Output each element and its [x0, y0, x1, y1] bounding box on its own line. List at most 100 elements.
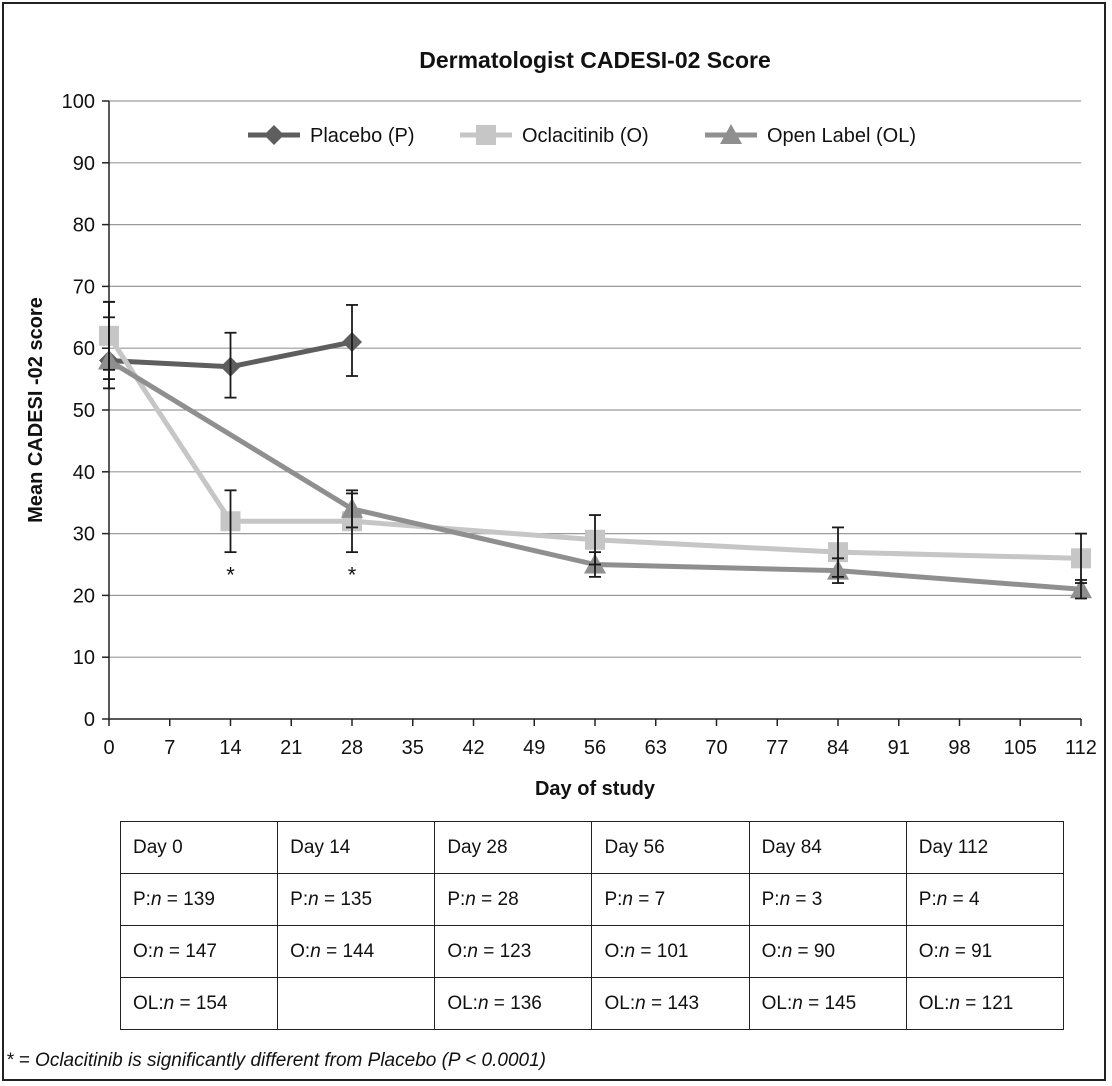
cell-count: = 145 — [802, 992, 857, 1014]
table-header-cell: Day 112 — [905, 821, 1065, 874]
cell-n-symbol: n — [465, 888, 476, 910]
cell-n-symbol: n — [624, 940, 636, 962]
sample-size-table: Day 0 Day 14 Day 28 Day 56 Day 84 Day 112 P:n … — [119, 821, 1065, 1030]
table-cell — [277, 977, 436, 1030]
cell-group-prefix: P: — [290, 888, 309, 910]
cell-n-symbol: n — [622, 888, 633, 910]
table-header-row: Day 0 Day 14 Day 28 Day 56 Day 84 Day 112 — [119, 821, 1065, 874]
significance-asterisk: * — [226, 563, 235, 588]
cell-count: = 139 — [161, 888, 215, 910]
cell-n-symbol: n — [308, 888, 319, 910]
legend-entry: Open Label (OL) — [705, 124, 916, 147]
y-tick-label: 30 — [73, 524, 95, 546]
table-cell: P:n = 28 — [434, 873, 593, 926]
cell-count: = 28 — [475, 888, 519, 910]
x-tick-label: 63 — [645, 737, 667, 759]
table-header-cell: Day 14 — [277, 821, 436, 874]
x-tick-label: 14 — [219, 737, 241, 759]
cell-count: = 135 — [318, 888, 373, 910]
cell-count: = 123 — [477, 940, 532, 962]
cell-count: = 4 — [947, 888, 980, 910]
x-tick-label: 35 — [402, 737, 424, 759]
footnote: * = Oclacitinib is significantly differe… — [6, 1050, 546, 1071]
legend-marker — [476, 125, 496, 145]
legend-label: Oclacitinib (O) — [522, 125, 649, 147]
y-tick-label: 20 — [73, 585, 95, 607]
cell-n-symbol: n — [310, 940, 321, 962]
cell-group-prefix: O: — [133, 940, 154, 962]
cell-count: = 90 — [792, 940, 836, 962]
cell-group-prefix: O: — [290, 940, 311, 962]
series-line — [106, 334, 1082, 561]
cell-count: = 143 — [645, 992, 700, 1014]
cell-group-prefix: P: — [133, 888, 151, 910]
table-header-cell: Day 28 — [434, 821, 593, 874]
legend-label: Open Label (OL) — [767, 125, 916, 147]
cell-n-symbol: n — [163, 992, 175, 1014]
y-tick-label: 60 — [73, 338, 95, 360]
cell-n-symbol: n — [949, 992, 960, 1014]
y-tick-label: 50 — [73, 400, 95, 422]
cell-group-prefix: OL: — [133, 992, 164, 1014]
table-header-cell: Day 84 — [748, 821, 907, 874]
cell-group-prefix: OL: — [918, 992, 950, 1014]
legend-entry: Oclacitinib (O) — [460, 125, 649, 147]
cell-count: = 101 — [635, 940, 689, 962]
legend-entry: Placebo (P) — [248, 125, 415, 147]
significance-asterisk: * — [348, 563, 357, 588]
annotations: * * — [226, 563, 357, 588]
cell-n-symbol: n — [779, 888, 791, 910]
cell-group-prefix: O: — [918, 940, 939, 962]
cell-count: = 154 — [174, 992, 228, 1014]
table-cell: OL:n = 145 — [748, 977, 907, 1030]
cell-count: = 7 — [633, 888, 666, 910]
table-cell: P:n = 3 — [748, 873, 907, 926]
legend-marker — [264, 125, 284, 145]
chart-title: Dermatologist CADESI-02 Score — [419, 47, 770, 73]
y-tick-label: 0 — [84, 709, 95, 731]
line-chart: Dermatologist CADESI-02 Score 0 10 20 30 40 5… — [25, 47, 1097, 800]
cell-group-prefix: OL: — [447, 992, 478, 1014]
cell-n-symbol: n — [150, 888, 162, 910]
cell-n-symbol: n — [936, 888, 948, 910]
cell-group-prefix: O: — [604, 940, 625, 962]
table-cell: O:n = 147 — [119, 925, 279, 978]
x-tick-label: 91 — [888, 737, 910, 759]
cell-n-symbol: n — [467, 940, 478, 962]
table-cell: O:n = 101 — [591, 925, 750, 978]
cell-n-symbol: n — [635, 992, 646, 1014]
x-tick-label: 105 — [1004, 737, 1037, 759]
table-cell: O:n = 90 — [748, 925, 907, 978]
table-header-cell: Day 56 — [591, 821, 750, 874]
table-cell: OL:n = 121 — [905, 977, 1065, 1030]
table-cell: P:n = 7 — [591, 873, 750, 926]
y-tick-label: 70 — [73, 276, 95, 298]
gridlines — [109, 100, 1081, 658]
cell-count: = 144 — [320, 940, 375, 962]
cell-n-symbol: n — [153, 940, 164, 962]
table-cell: O:n = 144 — [277, 925, 436, 978]
cell-group-prefix: P: — [918, 888, 937, 910]
table-header-cell: Day 0 — [119, 821, 279, 874]
cell-group-prefix: OL: — [604, 992, 636, 1014]
y-tick-label: 80 — [73, 215, 95, 237]
x-axis-label: Day of study — [535, 778, 656, 800]
table-cell: OL:n = 154 — [119, 977, 279, 1030]
legend-label: Placebo (P) — [310, 125, 415, 147]
table-row: P:n = 139 P:n = 135 P:n = 28 P:n = 7 P:n = 3… — [119, 873, 1065, 926]
cell-group-prefix: O: — [447, 940, 468, 962]
cell-n-symbol: n — [792, 992, 803, 1014]
table-cell: P:n = 135 — [277, 873, 436, 926]
table-row: O:n = 147 O:n = 144 O:n = 123 O:n = 101 O:n … — [119, 925, 1065, 978]
cell-group-prefix: O: — [761, 940, 782, 962]
y-axis-ticks: 0 10 20 30 40 50 60 70 80 90 100 — [62, 91, 109, 731]
cell-n-symbol: n — [938, 940, 950, 962]
cell-count: = 136 — [488, 992, 542, 1014]
x-tick-label: 70 — [705, 737, 727, 759]
x-tick-label: 112 — [1065, 737, 1097, 759]
y-tick-label: 90 — [73, 153, 95, 175]
table-row: OL:n = 154 OL:n = 136 OL:n = 143 OL:n = 145… — [119, 977, 1065, 1030]
x-tick-label: 42 — [462, 737, 484, 759]
cell-n-symbol: n — [477, 992, 489, 1014]
